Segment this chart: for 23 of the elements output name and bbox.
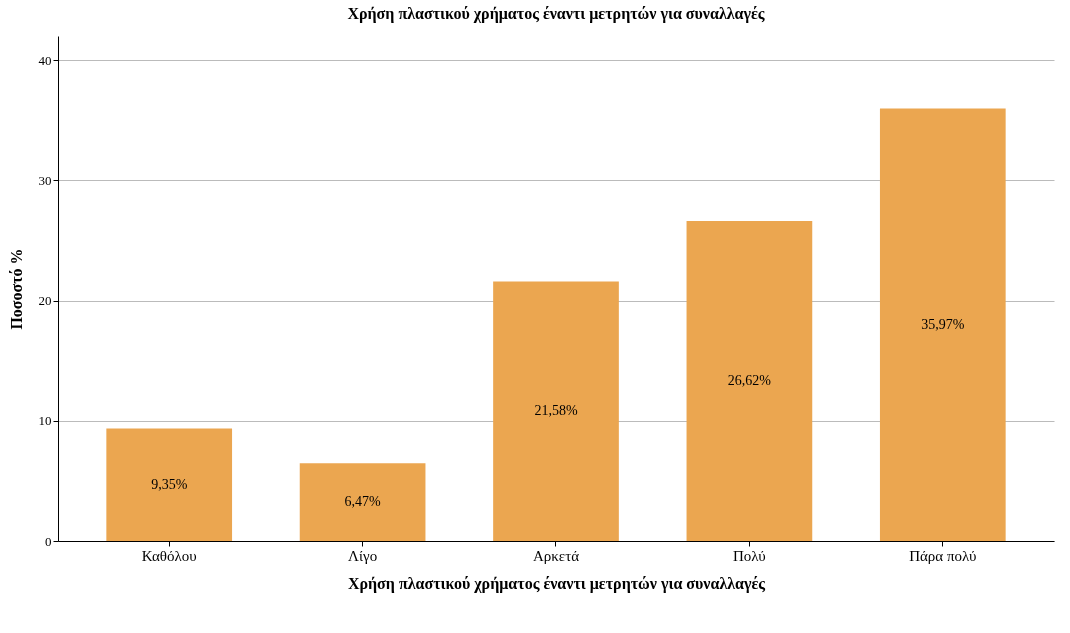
- y-tick-label: 20: [38, 293, 52, 309]
- x-axis-title: Χρήση πλαστικού χρήματος έναντι μετρητών για συναλλαγές: [347, 574, 766, 593]
- y-axis-title: Ποσοστό %: [7, 248, 25, 330]
- x-tick-label: Καθόλου: [141, 547, 197, 564]
- x-tick-label: Λίγο: [348, 547, 378, 564]
- data-label: 26,62%: [727, 372, 772, 388]
- y-tick-label: 0: [45, 533, 52, 549]
- bar: [493, 281, 619, 541]
- bar: [106, 428, 233, 541]
- bar: [686, 220, 813, 541]
- bar: [879, 108, 1006, 541]
- y-tick-label: 10: [38, 413, 52, 429]
- bar: [299, 463, 426, 541]
- x-tick-label: Πολύ: [733, 547, 766, 564]
- data-label: 6,47%: [344, 494, 382, 510]
- data-label: 9,35%: [151, 476, 188, 492]
- y-tick-label: 30: [38, 172, 52, 188]
- x-tick-label: Πάρα πολύ: [909, 547, 977, 564]
- x-tick-label: Αρκετά: [532, 547, 580, 564]
- chart-title: Χρήση πλαστικού χρήματος έναντι μετρητών για συναλλαγές: [347, 5, 765, 23]
- data-label: 21,58%: [534, 403, 578, 419]
- y-tick-label: 40: [38, 52, 52, 68]
- data-label: 35,97%: [921, 316, 965, 332]
